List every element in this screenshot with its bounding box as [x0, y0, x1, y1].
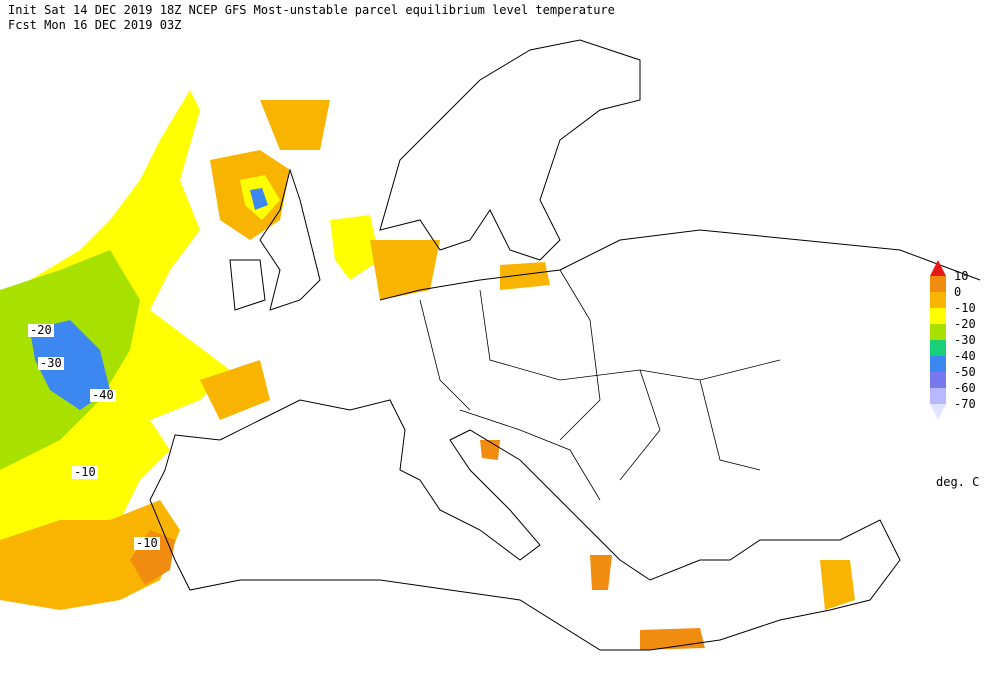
orange-area	[200, 360, 270, 420]
legend-label: -50	[954, 365, 976, 379]
legend-swatch	[930, 372, 946, 388]
britain	[259, 168, 321, 311]
legend-swatch	[930, 292, 946, 308]
contour-label-bg	[28, 324, 54, 337]
legend-end	[930, 404, 946, 420]
contour-label-bg	[134, 537, 160, 550]
header-line: Fcst Mon 16 DEC 2019 03Z	[8, 18, 181, 32]
legend: 10 0 -10 -20 -30 -40 -50 -60 -70	[930, 260, 976, 420]
legend-label: 0	[954, 285, 961, 299]
legend-label: -10	[954, 301, 976, 315]
legend-label: 10	[954, 269, 968, 283]
legend-swatch	[930, 340, 946, 356]
country-borders	[419, 269, 781, 501]
contour-label-bg	[90, 389, 116, 402]
legend-label: -20	[954, 317, 976, 331]
coastline	[149, 399, 901, 651]
contour-label: -40	[92, 388, 114, 402]
coastlines	[149, 39, 981, 651]
orange-area	[370, 240, 440, 300]
legend-swatch	[930, 308, 946, 324]
ireland	[229, 259, 266, 311]
coastline	[379, 229, 981, 301]
blue-area	[250, 188, 268, 210]
header-line: Init Sat 14 DEC 2019 18Z NCEP GFS Most-u…	[8, 3, 615, 17]
contour-label: -10	[136, 536, 158, 550]
legend-label: -60	[954, 381, 976, 395]
orange-area	[500, 262, 550, 290]
legend-end	[930, 260, 946, 276]
unit-label: deg. C	[936, 475, 979, 489]
legend-swatch	[930, 276, 946, 292]
orange-area	[0, 500, 180, 610]
field-shading	[0, 90, 855, 650]
contour-label-bg	[72, 466, 98, 479]
legend-swatch	[930, 388, 946, 404]
legend-label: -30	[954, 333, 976, 347]
legend-label: -40	[954, 349, 976, 363]
contour-label: -30	[40, 356, 62, 370]
orange-area	[820, 560, 855, 610]
legend-swatch	[930, 324, 946, 340]
yellow-area	[330, 215, 380, 280]
orange-area	[260, 100, 330, 150]
legend-label: -70	[954, 397, 976, 411]
contour-labels: -20 -30 -40 -10 -10	[28, 323, 160, 550]
contour-label: -20	[30, 323, 52, 337]
orange-dark-area	[480, 440, 500, 460]
scandinavia	[379, 39, 641, 261]
contour-label: -10	[74, 465, 96, 479]
contour-label-bg	[38, 357, 64, 370]
legend-swatch	[930, 356, 946, 372]
orange-dark-area	[590, 555, 612, 590]
blue-area	[30, 320, 110, 410]
